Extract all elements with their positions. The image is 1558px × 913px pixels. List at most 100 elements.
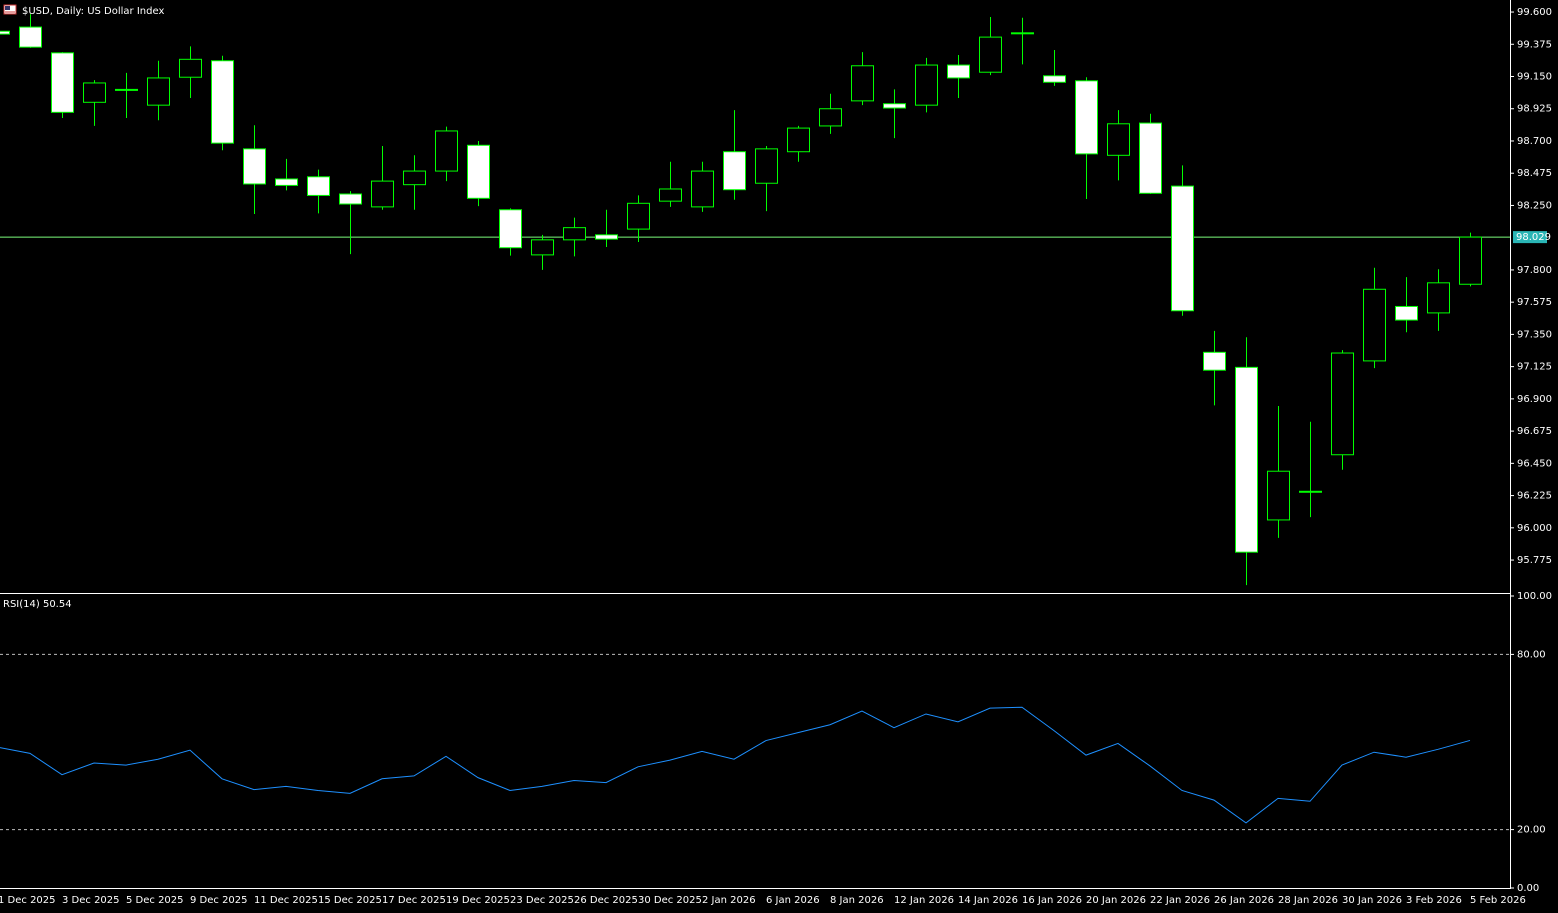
y-tick-label: 97.350 bbox=[1517, 329, 1552, 340]
y-tick-label: 96.450 bbox=[1517, 458, 1552, 469]
candle-body bbox=[627, 202, 650, 230]
x-tick-label: 28 Jan 2026 bbox=[1278, 895, 1338, 906]
candle-body bbox=[371, 180, 394, 208]
candle-body bbox=[51, 52, 74, 113]
y-tick-label: 97.575 bbox=[1517, 297, 1552, 308]
x-tick-label: 23 Dec 2025 bbox=[510, 895, 574, 906]
candle-body bbox=[147, 77, 170, 106]
candle-body bbox=[1011, 32, 1034, 35]
x-tick-label: 20 Jan 2026 bbox=[1086, 895, 1146, 906]
y-tick-label: 98.475 bbox=[1517, 168, 1552, 179]
candle-body bbox=[1107, 123, 1130, 156]
current-price-box bbox=[1513, 231, 1547, 244]
candle-body bbox=[499, 209, 522, 249]
flag-icon bbox=[3, 4, 17, 15]
x-tick-label: 5 Feb 2026 bbox=[1470, 895, 1526, 906]
x-tick-label: 17 Dec 2025 bbox=[382, 895, 446, 906]
candle-body bbox=[275, 178, 298, 186]
candle-body bbox=[691, 170, 714, 208]
x-tick-label: 8 Jan 2026 bbox=[830, 895, 884, 906]
candle-body bbox=[1203, 351, 1226, 371]
x-tick-label: 30 Dec 2025 bbox=[638, 895, 702, 906]
candle-body bbox=[403, 170, 426, 186]
candle-body bbox=[915, 64, 938, 106]
candle-body bbox=[1459, 236, 1482, 285]
candle-body bbox=[787, 127, 810, 153]
candle-body bbox=[755, 148, 778, 184]
current-price-label: 98.029 bbox=[1516, 232, 1551, 243]
y-tick-label: 99.600 bbox=[1517, 7, 1552, 18]
candle-body bbox=[595, 234, 618, 240]
x-tick-label: 2 Jan 2026 bbox=[702, 895, 756, 906]
x-tick-label: 30 Jan 2026 bbox=[1342, 895, 1402, 906]
x-tick-label: 6 Jan 2026 bbox=[766, 895, 820, 906]
candle-body bbox=[179, 58, 202, 78]
rsi-line bbox=[0, 706, 1471, 824]
candle-body bbox=[979, 36, 1002, 73]
candle-body bbox=[883, 103, 906, 109]
candle-body bbox=[563, 227, 586, 241]
x-tick-label: 22 Jan 2026 bbox=[1150, 895, 1210, 906]
y-tick-label: 96.675 bbox=[1517, 426, 1552, 437]
y-tick-label: 96.000 bbox=[1517, 523, 1552, 534]
candle-body bbox=[1267, 470, 1290, 521]
candle-body bbox=[211, 60, 234, 144]
x-tick-label: 9 Dec 2025 bbox=[190, 895, 248, 906]
candle-body bbox=[531, 239, 554, 256]
y-tick-label: 100.00 bbox=[1517, 591, 1552, 602]
candle-body bbox=[1235, 366, 1258, 553]
candle-body bbox=[819, 108, 842, 127]
y-tick-label: 20.00 bbox=[1517, 825, 1546, 836]
candle-body bbox=[467, 144, 490, 199]
x-tick-label: 15 Dec 2025 bbox=[318, 895, 382, 906]
candle-body bbox=[0, 30, 10, 35]
y-tick-label: 98.700 bbox=[1517, 136, 1552, 147]
candle-body bbox=[339, 193, 362, 205]
candle-body bbox=[307, 176, 330, 196]
candle-body bbox=[723, 151, 746, 191]
y-tick-label: 80.00 bbox=[1517, 649, 1546, 660]
y-tick-label: 97.125 bbox=[1517, 362, 1552, 373]
y-tick-label: 0.00 bbox=[1517, 883, 1539, 894]
x-tick-label: 1 Dec 2025 bbox=[0, 895, 56, 906]
y-tick-label: 95.775 bbox=[1517, 555, 1552, 566]
y-tick-label: 97.800 bbox=[1517, 265, 1552, 276]
candle-body bbox=[659, 188, 682, 202]
y-tick-label: 96.900 bbox=[1517, 394, 1552, 405]
candle-body bbox=[947, 64, 970, 79]
candle-body bbox=[1075, 80, 1098, 155]
x-tick-label: 5 Dec 2025 bbox=[126, 895, 184, 906]
x-tick-label: 14 Jan 2026 bbox=[958, 895, 1018, 906]
indicator-title: RSI(14) 50.54 bbox=[3, 599, 72, 610]
y-tick-label: 99.150 bbox=[1517, 72, 1552, 83]
candle-body bbox=[1331, 352, 1354, 456]
candle-body bbox=[243, 148, 266, 185]
x-tick-label: 3 Dec 2025 bbox=[62, 895, 120, 906]
chart-title: $USD, Daily: US Dollar Index bbox=[22, 6, 164, 17]
candle-body bbox=[435, 130, 458, 172]
candle-body bbox=[19, 26, 42, 48]
candle-body bbox=[1139, 122, 1162, 194]
x-tick-label: 3 Feb 2026 bbox=[1406, 895, 1462, 906]
x-tick-label: 19 Dec 2025 bbox=[446, 895, 510, 906]
candle-body bbox=[115, 88, 138, 91]
y-tick-label: 99.375 bbox=[1517, 39, 1552, 50]
x-tick-label: 11 Dec 2025 bbox=[254, 895, 318, 906]
y-tick-label: 98.250 bbox=[1517, 200, 1552, 211]
x-tick-label: 12 Jan 2026 bbox=[894, 895, 954, 906]
x-tick-label: 26 Dec 2025 bbox=[574, 895, 638, 906]
candle-body bbox=[1299, 490, 1322, 493]
y-tick-label: 98.925 bbox=[1517, 104, 1552, 115]
x-tick-label: 16 Jan 2026 bbox=[1022, 895, 1082, 906]
candle-body bbox=[1395, 305, 1418, 321]
x-tick-label: 26 Jan 2026 bbox=[1214, 895, 1274, 906]
candle-body bbox=[1043, 75, 1066, 83]
candle-body bbox=[1427, 282, 1450, 314]
candle-body bbox=[1171, 185, 1194, 312]
candle-body bbox=[1363, 288, 1386, 362]
y-tick-label: 96.225 bbox=[1517, 491, 1552, 502]
candle-body bbox=[83, 82, 106, 103]
candle-body bbox=[851, 65, 874, 102]
